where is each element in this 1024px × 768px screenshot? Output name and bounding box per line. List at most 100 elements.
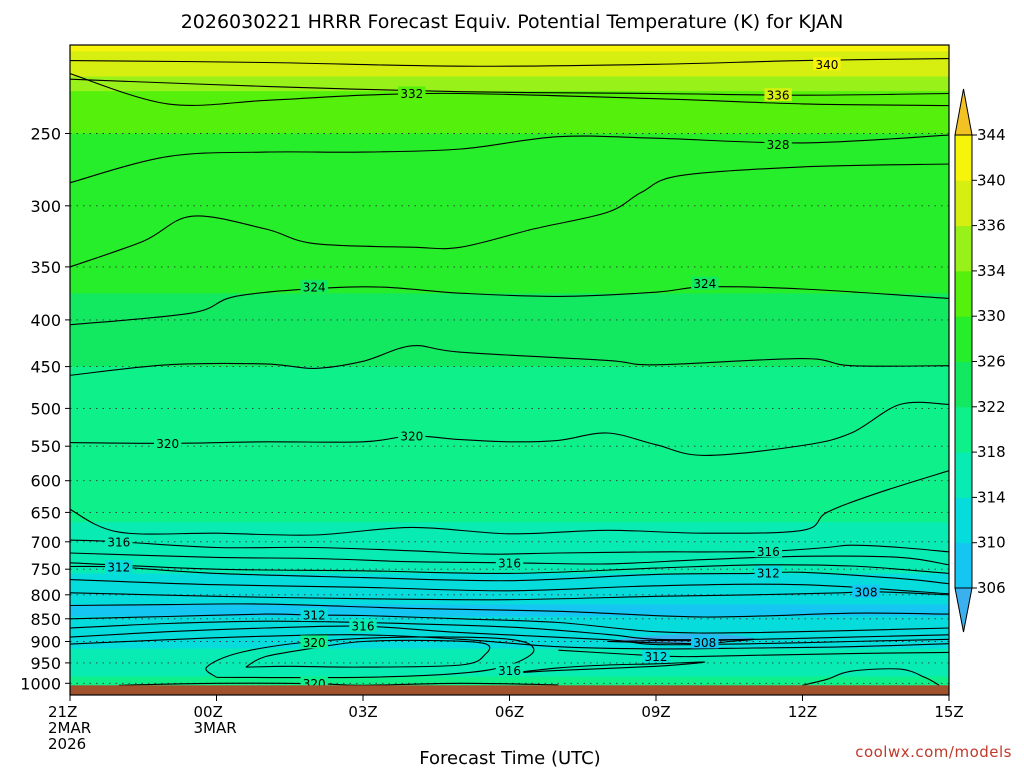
colorbar-segment — [955, 135, 972, 181]
contour-label-bg — [105, 560, 133, 574]
x-tick-label: 2MAR — [48, 719, 91, 737]
contour-318 — [205, 636, 535, 679]
contour-lines — [70, 58, 949, 686]
theta-band-strip — [70, 181, 949, 195]
theta-band-strip — [70, 527, 949, 533]
y-tick-label: 550 — [30, 437, 61, 456]
y-tick-label: 750 — [30, 560, 61, 579]
theta-band-strip — [70, 193, 949, 207]
contour-318 — [802, 668, 940, 686]
colorbar-bottom-arrow — [954, 587, 973, 633]
contour-label-bg — [300, 635, 328, 649]
theta-band-strip — [70, 479, 949, 491]
colorbar-segment — [955, 180, 972, 227]
contour-label-bg — [495, 555, 524, 569]
theta-band-strip — [70, 216, 949, 227]
contour-label-bg — [495, 663, 524, 677]
colorbar-tick-label: 344 — [977, 126, 1006, 144]
colorbar-tick-label: 334 — [977, 262, 1006, 280]
theta-band-strip — [70, 659, 949, 664]
contour-label: 336 — [767, 89, 790, 103]
theta-band-strip — [70, 522, 949, 528]
contour-label-bg — [754, 544, 782, 558]
contour-312 — [558, 649, 949, 658]
theta-band-strip — [70, 76, 949, 84]
contour-324 — [70, 286, 949, 326]
y-tick-label: 600 — [30, 472, 61, 491]
contour-318 — [70, 634, 949, 650]
contour-label: 328 — [767, 138, 790, 152]
colorbar-segment — [955, 452, 972, 498]
contour-label: 316 — [107, 535, 130, 549]
contour-label: 320 — [303, 636, 326, 650]
y-tick-label: 700 — [30, 533, 61, 552]
contour-label-bg — [764, 137, 792, 151]
x-tick-label: 03Z — [348, 703, 377, 721]
contour-label: 312 — [757, 566, 780, 580]
contour-label: 308 — [693, 636, 716, 650]
contour-label-bg — [691, 635, 719, 649]
theta-band-strip — [70, 246, 949, 258]
contour-320 — [245, 639, 491, 668]
theta-band-strip — [70, 614, 949, 617]
theta-band-strip — [70, 82, 949, 92]
theta-band-strip — [70, 70, 949, 78]
contour-label-bg — [349, 619, 377, 633]
contour-label: 320 — [156, 437, 179, 451]
colorbar-segment — [955, 542, 972, 589]
x-tick-label: 15Z — [934, 703, 963, 721]
theta-band-strip — [70, 645, 949, 650]
theta-band-strip — [70, 546, 949, 552]
contour-label-bg — [764, 88, 792, 102]
chart-title: 2026030221 HRRR Forecast Equiv. Potentia… — [181, 11, 844, 33]
ground-surface — [70, 685, 949, 695]
contour-336 — [70, 78, 949, 96]
x-tick-label: 09Z — [641, 703, 670, 721]
contour-label-bg — [398, 86, 426, 100]
y-tick-label: 500 — [30, 399, 61, 418]
contour-316 — [509, 661, 706, 674]
theta-band-strip — [70, 655, 949, 660]
contour-label: 308 — [855, 585, 878, 599]
theta-band-strip — [70, 99, 949, 109]
y-tick-label: 900 — [30, 633, 61, 652]
theta-band-strip — [70, 638, 949, 643]
contour-332 — [70, 73, 949, 107]
theta-band-strip — [70, 573, 949, 579]
theta-band-strip — [70, 602, 949, 606]
theta-band-strip — [70, 293, 949, 303]
theta-band-strip — [70, 490, 949, 502]
contour-label-bg — [691, 276, 719, 290]
colorbar-tick-label: 330 — [977, 307, 1006, 325]
contour-312 — [70, 565, 949, 585]
contour-314 — [70, 620, 949, 641]
contour-314 — [70, 562, 949, 574]
theta-band-strip — [70, 541, 949, 547]
theta-band-strip — [70, 226, 949, 237]
contour-label: 316 — [757, 545, 780, 559]
theta-band-strip — [70, 616, 949, 620]
contour-label-bg — [398, 429, 426, 442]
colorbar-tick-label: 318 — [977, 443, 1006, 461]
contour-308 — [607, 638, 755, 645]
theta-band-strip — [70, 327, 949, 337]
theta-band-strip — [70, 57, 949, 65]
y-tick-label: 1000 — [20, 674, 61, 693]
theta-band-strip — [70, 432, 949, 447]
theta-band-strip — [70, 536, 949, 543]
contour-310 — [70, 579, 949, 595]
contour-label: 312 — [107, 561, 130, 575]
theta-band-strip — [70, 676, 949, 681]
theta-band-strip — [70, 91, 949, 101]
contour-label: 316 — [498, 556, 521, 570]
y-tick-label: 650 — [30, 503, 61, 522]
theta-bands — [70, 45, 949, 695]
contour-label: 320 — [400, 430, 423, 444]
theta-band-strip — [70, 256, 949, 268]
colorbar-tick-label: 336 — [977, 217, 1006, 235]
theta-band-strip — [70, 582, 949, 587]
colorbar-tick-label: 306 — [977, 579, 1006, 597]
contour-310 — [70, 603, 949, 618]
theta-band-strip — [70, 594, 949, 598]
